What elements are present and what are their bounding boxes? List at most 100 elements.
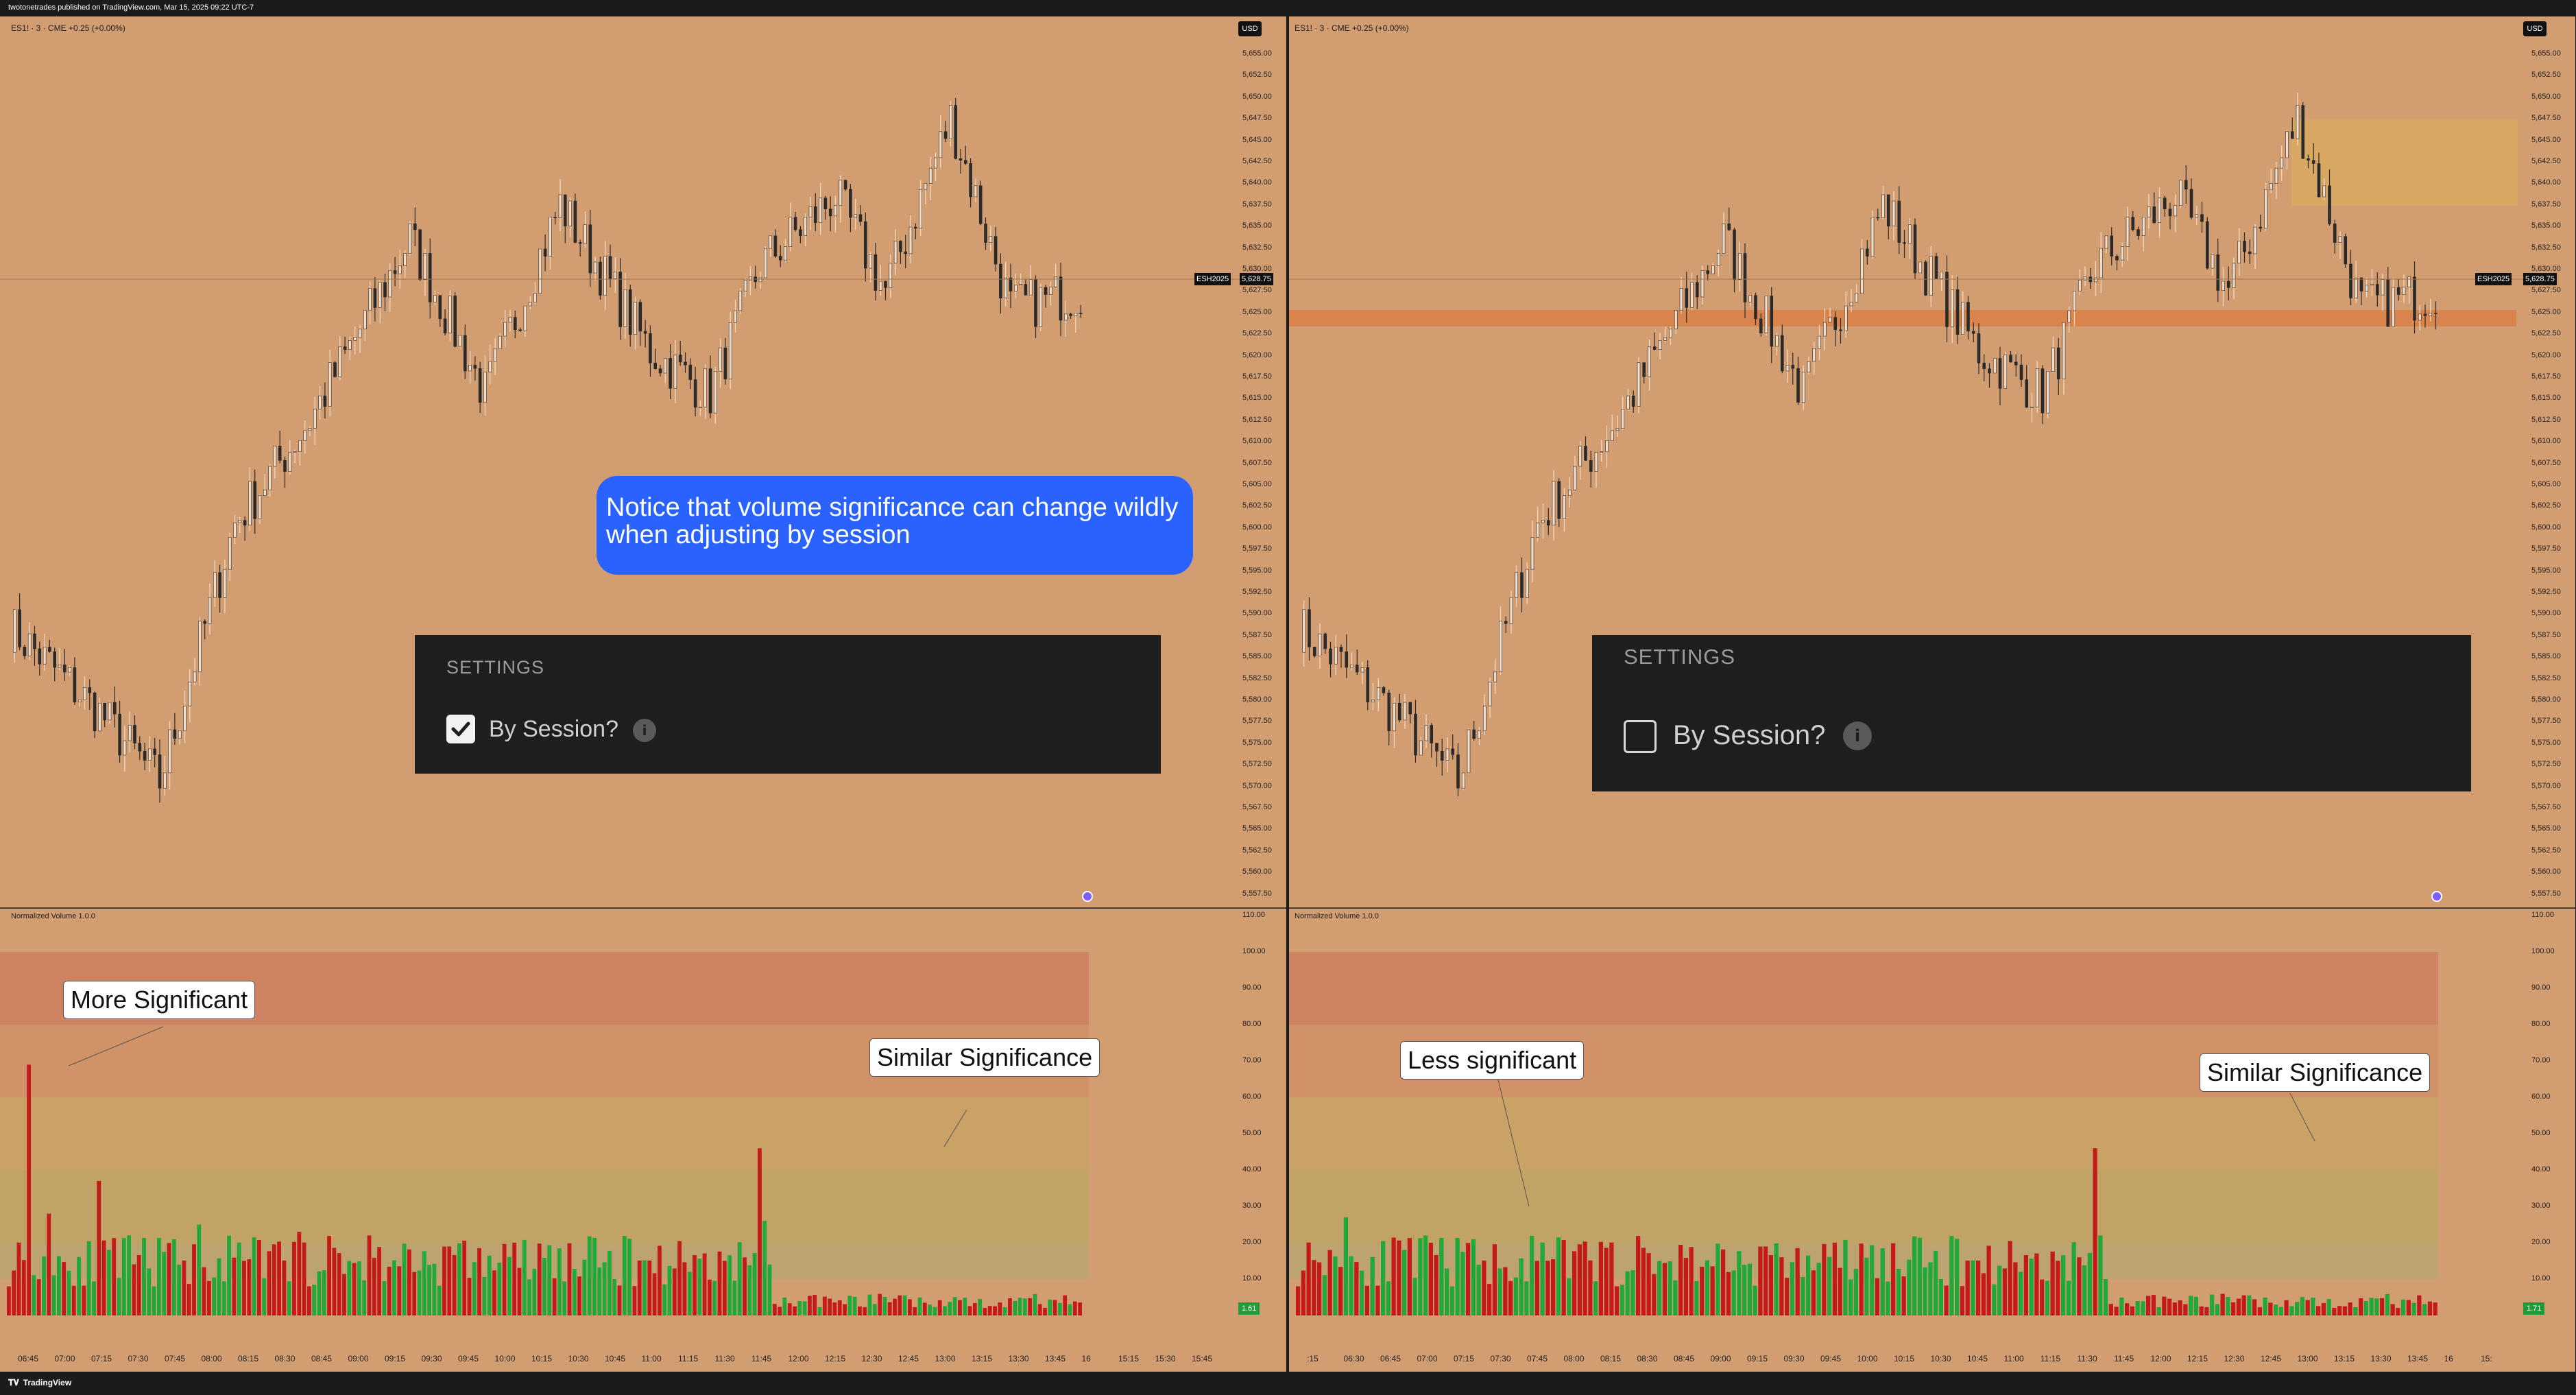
- volume-bar: [948, 1302, 952, 1315]
- indicator-label[interactable]: Normalized Volume 1.0.0: [1295, 912, 1379, 920]
- volume-bar: [758, 1148, 762, 1315]
- volume-tick: 40.00: [1242, 1165, 1262, 1173]
- price-tick: 5,595.00: [1242, 566, 1272, 575]
- candle-body: [203, 621, 207, 624]
- volume-bar: [1934, 1250, 1938, 1315]
- volume-bar: [307, 1286, 311, 1315]
- candle-body: [1059, 276, 1063, 321]
- candle-body: [643, 331, 647, 334]
- volume-bar: [62, 1262, 67, 1315]
- candle-body: [1499, 621, 1502, 672]
- candle-body: [288, 452, 292, 472]
- volume-bar: [2316, 1306, 2321, 1315]
- candle-body: [168, 729, 171, 774]
- candle-body: [1079, 313, 1083, 314]
- volume-bar: [112, 1238, 117, 1315]
- candle-body: [634, 302, 637, 335]
- candle-body: [413, 223, 417, 230]
- candle-body: [1408, 702, 1412, 715]
- candle-body: [1355, 665, 1359, 673]
- volume-bar: [1593, 1281, 1598, 1315]
- candle-body: [1971, 331, 1975, 334]
- volume-bar: [1476, 1265, 1481, 1315]
- candle-body: [348, 340, 352, 350]
- volume-axis[interactable]: 110.00 100.00 90.00 80.00 70.00 60.00 50.00 40.…: [1242, 908, 1286, 1354]
- price-tick: 5,577.50: [1242, 717, 1272, 726]
- volume-bar: [1768, 1254, 1773, 1315]
- symbol-label[interactable]: ES1! · 3 · CME +0.25 (+0.00%): [11, 23, 125, 33]
- volume-bar: [417, 1270, 422, 1315]
- candle-body: [1424, 725, 1428, 741]
- price-tick: 5,602.50: [1242, 501, 1272, 510]
- volume-bar: [1455, 1238, 1460, 1315]
- candle-body: [2099, 248, 2103, 278]
- volume-bar: [1864, 1257, 1869, 1315]
- time-tick: 13:45: [1045, 1354, 1066, 1363]
- candle-body: [914, 226, 917, 229]
- volume-bar: [32, 1275, 36, 1315]
- candle-body: [2104, 235, 2108, 249]
- symbol-label[interactable]: ES1! · 3 · CME +0.25 (+0.00%): [1295, 23, 1409, 33]
- time-tick: 10:30: [568, 1354, 589, 1363]
- volume-bar: [452, 1254, 457, 1315]
- currency-badge[interactable]: USD: [2523, 21, 2547, 36]
- time-axis[interactable]: 06:45 07:00 07:15 07:30 07:45 08:00 08:15 08:30…: [0, 1354, 1242, 1368]
- candle-body: [2184, 180, 2188, 190]
- time-tick: 10:45: [605, 1354, 626, 1363]
- magnet-icon[interactable]: [1082, 891, 1093, 902]
- volume-bar: [963, 1298, 967, 1315]
- volume-bar: [2295, 1302, 2300, 1315]
- callout-first: Less significant: [1400, 1041, 1585, 1080]
- volume-bar: [337, 1253, 341, 1315]
- volume-tick: 70.00: [2531, 1056, 2551, 1064]
- indicator-label[interactable]: Normalized Volume 1.0.0: [11, 912, 95, 920]
- volume-bar: [1742, 1265, 1747, 1315]
- volume-bar: [572, 1269, 577, 1315]
- candle-body: [1642, 362, 1646, 377]
- volume-bar: [392, 1260, 396, 1315]
- volume-bar: [1949, 1236, 1954, 1315]
- candle-body: [658, 368, 662, 374]
- time-tick: 12:00: [788, 1354, 809, 1363]
- chart-panel-right[interactable]: ES1! · 3 · CME +0.25 (+0.00%) USD 5,655.…: [1289, 16, 2575, 1372]
- candle-body: [508, 317, 512, 323]
- candle-body: [68, 667, 71, 673]
- chart-panel-left[interactable]: ES1! · 3 · CME +0.25 (+0.00%) USD 5,655.…: [0, 16, 1286, 1372]
- volume-bar: [1737, 1251, 1742, 1315]
- volume-tick: 60.00: [2531, 1093, 2551, 1101]
- time-axis[interactable]: :15 06:30 06:45 07:00 07:15 07:30 07:45 08:00 08…: [1289, 1354, 2531, 1368]
- tradingview-logo[interactable]: 𝐓𝐕 TradingView: [8, 1378, 72, 1387]
- candle-body: [1509, 597, 1513, 624]
- candle-body: [1312, 647, 1316, 656]
- candle-body: [2301, 105, 2305, 159]
- price-axis[interactable]: 5,655.00 5,652.50 5,650.00 5,647.50 5,645.00…: [1242, 16, 1286, 908]
- volume-bar: [1609, 1242, 1614, 1315]
- price-tick: 5,585.00: [1242, 652, 1272, 661]
- price-tick: 5,635.00: [1242, 222, 1272, 230]
- by-session-checkbox[interactable]: [446, 715, 475, 743]
- volume-bar: [2019, 1272, 2023, 1315]
- note-bubble: Notice that volume significance can chan…: [597, 476, 1193, 575]
- candle-body: [1812, 348, 1816, 362]
- by-session-label: By Session?: [1673, 720, 1826, 750]
- volume-bar: [1423, 1235, 1428, 1315]
- info-icon[interactable]: i: [633, 719, 656, 742]
- currency-badge[interactable]: USD: [1238, 21, 1262, 36]
- time-tick: 15:15: [1118, 1354, 1140, 1363]
- info-icon[interactable]: i: [1843, 722, 1872, 750]
- time-tick: 09:45: [458, 1354, 479, 1363]
- candle-body: [2147, 206, 2151, 217]
- volume-bar: [1460, 1252, 1465, 1315]
- candle-body: [613, 272, 617, 279]
- candle-body: [1478, 730, 1481, 739]
- volume-axis[interactable]: 110.00 100.00 90.00 80.00 70.00 60.00 50.00 40.…: [2531, 908, 2575, 1354]
- magnet-icon[interactable]: [2431, 891, 2442, 902]
- candle-body: [1775, 335, 1779, 347]
- volume-bar: [447, 1246, 452, 1315]
- candle-body: [2131, 217, 2135, 230]
- volume-tick: 90.00: [1242, 983, 1262, 992]
- candle-body: [1716, 253, 1720, 266]
- price-axis[interactable]: 5,655.00 5,652.50 5,650.00 5,647.50 5,645.00…: [2531, 16, 2575, 908]
- volume-bar: [677, 1241, 682, 1315]
- by-session-checkbox[interactable]: [1624, 720, 1657, 753]
